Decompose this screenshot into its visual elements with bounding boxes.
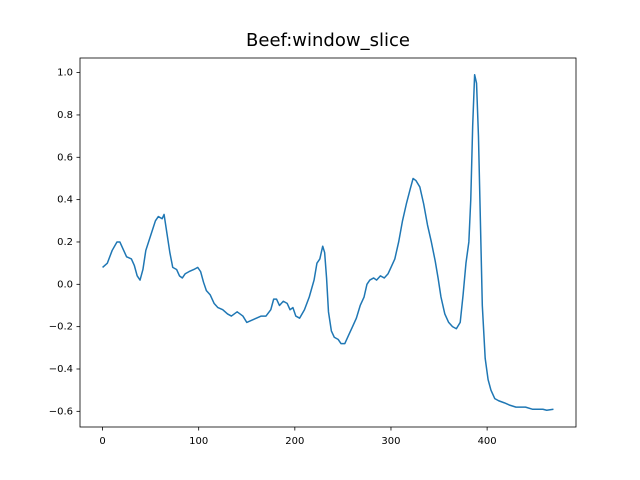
chart-title: Beef:window_slice	[246, 30, 410, 51]
x-tick-label: 100	[189, 436, 208, 447]
x-tick-label: 0	[99, 436, 105, 447]
y-tick-label: 0.8	[57, 110, 73, 121]
y-tick-label: 1.0	[57, 68, 73, 79]
y-tick-label: −0.6	[49, 406, 73, 417]
x-tick-label: 200	[285, 436, 304, 447]
line-series	[102, 73, 554, 412]
y-tick-label: 0.6	[57, 152, 73, 163]
y-tick-label: −0.4	[49, 364, 73, 375]
x-tick-label: 300	[381, 436, 400, 447]
y-tick-label: 0.0	[57, 279, 73, 290]
x-tick-label: 400	[478, 436, 497, 447]
axes-frame	[79, 57, 577, 428]
y-tick-label: 0.4	[57, 195, 73, 206]
y-tick-label: 0.2	[57, 237, 73, 248]
y-tick-label: −0.2	[49, 322, 73, 333]
